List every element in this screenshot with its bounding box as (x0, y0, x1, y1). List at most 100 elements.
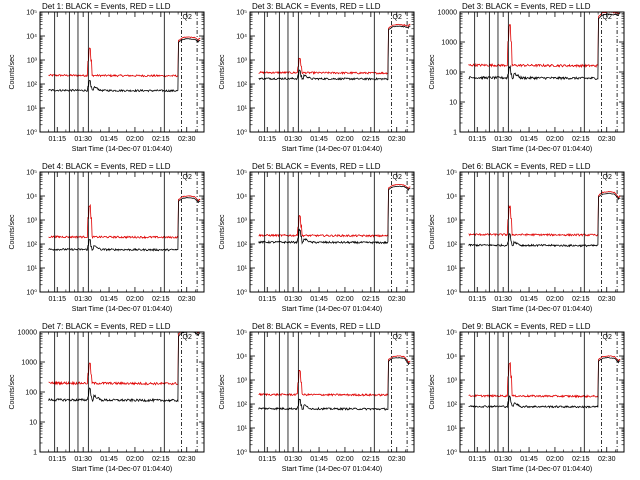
x-tick-label: 01:15 (468, 136, 486, 143)
plot-frame (459, 331, 625, 453)
x-tick-label: 02:15 (362, 296, 380, 303)
x-axis-label: Start Time (14-Dec-07 01:04:40) (282, 466, 382, 473)
q2-marker-label: Q2 (393, 14, 402, 21)
events-series-line (258, 185, 411, 245)
panel-title: Det 9: BLACK = Events, RED = LLD (462, 322, 591, 331)
y-tick-label: 10⁴ (446, 194, 457, 201)
q2-marker-label: Q2 (603, 334, 612, 341)
plot-frame (249, 11, 415, 133)
events-series-line (48, 38, 201, 93)
q2-marker-label: Q2 (393, 334, 402, 341)
y-tick-label: 10² (237, 242, 248, 249)
panel-9: Det 9: BLACK = Events, RED = LLD Counts/s… (429, 322, 625, 473)
x-axis-label: Start Time (14-Dec-07 01:04:40) (492, 466, 592, 473)
y-tick-label: 10⁰ (26, 289, 37, 297)
y-tick-label: 10000 (438, 10, 458, 17)
y-tick-label: 10³ (447, 218, 458, 225)
y-tick-label: 10⁵ (236, 10, 247, 17)
y-tick-label: 10² (237, 82, 248, 89)
x-tick-label: 02:00 (546, 296, 564, 303)
lld-series-line (468, 191, 621, 237)
y-tick-label: 10⁵ (26, 170, 37, 177)
x-tick-label: 01:15 (258, 456, 276, 463)
lld-series-line (258, 183, 411, 238)
plot-frame (39, 11, 205, 133)
y-tick-label: 100 (25, 390, 37, 397)
x-tick-label: 02:30 (388, 456, 406, 463)
x-axis-label: Start Time (14-Dec-07 01:04:40) (72, 306, 172, 313)
panel-title: Det 6: BLACK = Events, RED = LLD (462, 162, 591, 171)
x-tick-label: 02:15 (152, 296, 170, 303)
x-tick-label: 02:00 (126, 136, 144, 143)
events-series-line (468, 12, 621, 81)
panel-3: Det 3: BLACK = Events, RED = LLD Counts/s… (429, 2, 625, 153)
y-tick-label: 10² (447, 242, 458, 249)
y-axis-label: Counts/sec (9, 374, 16, 410)
x-tick-label: 01:30 (494, 296, 512, 303)
y-tick-label: 10 (449, 100, 457, 107)
y-tick-label: 1 (33, 450, 37, 457)
x-tick-label: 02:15 (572, 456, 590, 463)
events-series-line (468, 192, 621, 248)
panel-4: Det 4: BLACK = Events, RED = LLD Counts/s… (9, 162, 205, 313)
y-tick-label: 10⁴ (236, 194, 247, 201)
y-axis-label: Counts/sec (219, 374, 226, 410)
y-tick-label: 10¹ (27, 266, 38, 273)
panel-7: Det 7: BLACK = Events, RED = LLD Counts/s… (9, 322, 205, 473)
x-tick-label: 01:15 (468, 456, 486, 463)
x-axis-label: Start Time (14-Dec-07 01:04:40) (492, 146, 592, 153)
y-axis-label: Counts/sec (429, 374, 436, 410)
y-tick-label: 10⁴ (26, 194, 37, 201)
events-series-line (48, 331, 201, 403)
q2-marker-label: Q2 (603, 174, 612, 181)
x-tick-label: 02:30 (598, 136, 616, 143)
x-tick-label: 01:45 (520, 136, 538, 143)
y-tick-label: 10³ (447, 378, 458, 385)
x-tick-label: 01:45 (520, 456, 538, 463)
x-tick-label: 02:15 (362, 136, 380, 143)
y-tick-label: 10⁵ (446, 330, 457, 337)
events-series-line (258, 25, 411, 81)
lld-series-line (48, 195, 201, 239)
x-tick-label: 02:15 (152, 136, 170, 143)
lld-series-line (258, 23, 411, 75)
x-tick-label: 01:15 (48, 456, 66, 463)
y-tick-label: 10⁴ (236, 34, 247, 41)
x-tick-label: 01:30 (74, 296, 92, 303)
x-axis-label: Start Time (14-Dec-07 01:04:40) (72, 146, 172, 153)
x-tick-label: 02:30 (178, 136, 196, 143)
y-tick-label: 10⁰ (236, 129, 247, 137)
x-tick-label: 02:15 (362, 456, 380, 463)
panel-title: Det 1: BLACK = Events, RED = LLD (42, 2, 171, 11)
panel-6: Det 6: BLACK = Events, RED = LLD Counts/s… (429, 162, 625, 313)
q2-marker-label: Q2 (183, 174, 192, 181)
x-tick-label: 02:00 (126, 296, 144, 303)
x-tick-label: 01:30 (284, 136, 302, 143)
y-tick-label: 1000 (21, 360, 37, 367)
x-tick-label: 01:45 (100, 136, 118, 143)
plot-frame (249, 171, 415, 293)
panel-2: Det 3: BLACK = Events, RED = LLD Counts/s… (219, 2, 415, 153)
x-tick-label: 01:15 (258, 136, 276, 143)
y-tick-label: 10¹ (237, 426, 248, 433)
x-tick-label: 02:30 (598, 296, 616, 303)
q2-marker-label: Q2 (183, 334, 192, 341)
lld-series-line (468, 11, 621, 69)
x-tick-label: 02:00 (126, 456, 144, 463)
panel-1: Det 1: BLACK = Events, RED = LLD Counts/s… (9, 2, 205, 153)
y-tick-label: 10¹ (237, 266, 248, 273)
y-tick-label: 10³ (237, 218, 248, 225)
y-tick-label: 10⁵ (26, 10, 37, 17)
y-tick-label: 10⁰ (446, 289, 457, 297)
y-tick-label: 10³ (237, 378, 248, 385)
q2-marker-label: Q2 (603, 14, 612, 21)
y-tick-label: 10¹ (447, 426, 458, 433)
lld-series-line (468, 355, 621, 399)
x-tick-label: 02:30 (178, 456, 196, 463)
events-series-line (258, 357, 411, 411)
q2-marker-label: Q2 (183, 14, 192, 21)
y-tick-label: 10⁴ (236, 354, 247, 361)
x-tick-label: 01:30 (284, 456, 302, 463)
y-axis-label: Counts/sec (9, 214, 16, 250)
plot-frame (459, 11, 625, 133)
